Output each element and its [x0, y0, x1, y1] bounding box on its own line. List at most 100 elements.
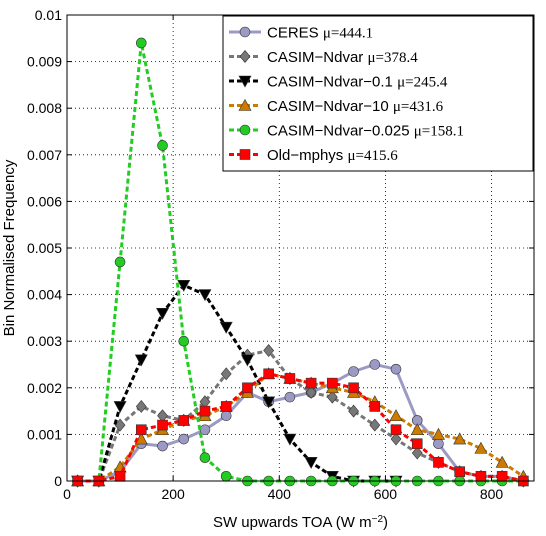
- data-point: [431, 427, 445, 440]
- data-point: [284, 373, 296, 384]
- data-point: [157, 440, 168, 452]
- data-point: [411, 438, 423, 450]
- data-point: [262, 396, 276, 409]
- data-point: [114, 471, 126, 482]
- y-tick-label: 0.005: [27, 240, 62, 256]
- legend-label: CASIM−Ndvar−10 μ=431.6: [267, 98, 444, 115]
- data-point: [178, 335, 190, 347]
- data-point: [326, 390, 338, 404]
- data-point: [433, 457, 444, 468]
- legend-mu: μ=245.4: [397, 75, 448, 91]
- legend-mu: μ=415.6: [347, 148, 398, 164]
- data-point: [454, 466, 466, 477]
- y-tick-label: 0.007: [27, 147, 62, 163]
- legend-item: CERES μ=444.1: [229, 25, 373, 42]
- legend-item: CASIM−Ndvar−10 μ=431.6: [229, 98, 444, 115]
- legend-label: CASIM−Ndvar−0.1 μ=245.4: [267, 74, 448, 91]
- data-point: [220, 410, 232, 422]
- data-point: [369, 401, 381, 412]
- data-point: [135, 37, 147, 49]
- data-point: [433, 438, 444, 450]
- legend-item: CASIM−Ndvar−0.1 μ=245.4: [229, 74, 448, 91]
- series-5: [72, 368, 529, 487]
- data-point: [263, 344, 275, 357]
- y-tick-label: 0.001: [27, 426, 62, 442]
- legend-mu: μ=431.6: [393, 99, 444, 115]
- y-axis-label: Bin Normalised Frequency: [1, 159, 18, 336]
- data-point: [453, 432, 467, 445]
- x-tick-label: 400: [268, 486, 292, 502]
- data-point: [390, 363, 402, 375]
- data-point: [410, 423, 424, 436]
- data-point: [263, 368, 274, 380]
- data-point: [199, 452, 211, 464]
- data-point: [220, 401, 232, 412]
- data-point: [284, 391, 296, 403]
- data-point: [348, 366, 359, 377]
- data-point: [474, 441, 488, 454]
- legend-swatch-marker: [239, 124, 251, 136]
- data-point: [157, 140, 168, 151]
- y-tick-label: 0.002: [27, 380, 62, 396]
- legend: CERES μ=444.1 CASIM−Ndvar μ=378.4 CASIM−Nd…: [222, 15, 534, 172]
- data-point: [369, 359, 381, 370]
- data-point: [305, 385, 317, 399]
- series-1: [72, 344, 529, 488]
- data-point: [220, 367, 232, 381]
- data-point: [240, 354, 254, 367]
- data-point: [178, 433, 190, 445]
- series-line: [77, 372, 524, 483]
- data-point: [495, 455, 509, 468]
- legend-swatch-marker: [239, 50, 251, 63]
- y-tick-label: 0.004: [27, 287, 62, 303]
- data-point: [113, 401, 127, 414]
- data-point: [369, 418, 381, 432]
- data-point: [496, 471, 508, 482]
- data-point: [304, 457, 318, 469]
- x-tick-label: 800: [480, 486, 504, 502]
- legend-item: CASIM−Ndvar−0.025 μ=158.1: [229, 123, 464, 140]
- data-point: [390, 424, 402, 436]
- legend-swatch-marker: [239, 26, 251, 38]
- legend-mu: μ=444.1: [323, 26, 373, 42]
- legend-label: CASIM−Ndvar−0.025 μ=158.1: [267, 123, 464, 140]
- y-tick-label: 0.01: [35, 7, 62, 23]
- y-tick-label: 0.008: [27, 100, 62, 116]
- data-point: [389, 409, 403, 422]
- data-point: [411, 446, 423, 460]
- series-line: [77, 283, 397, 483]
- y-tick-label: 0: [54, 473, 62, 489]
- data-point: [283, 433, 297, 446]
- series-line: [77, 349, 524, 483]
- data-point: [178, 415, 190, 426]
- legend-item: CASIM−Ndvar μ=378.4: [229, 49, 418, 66]
- data-point: [135, 399, 147, 413]
- data-point: [348, 382, 359, 394]
- data-point: [327, 377, 338, 389]
- y-tick-label: 0.009: [27, 54, 62, 70]
- legend-box: [222, 15, 534, 172]
- grid-layer: [67, 15, 534, 481]
- data-point: [390, 432, 402, 446]
- data-point: [305, 377, 317, 389]
- data-point: [219, 321, 233, 334]
- x-tick-label: 0: [63, 486, 71, 502]
- y-tick-label: 0.003: [27, 333, 62, 349]
- data-point: [156, 307, 170, 320]
- data-point: [199, 405, 211, 417]
- legend-mu: μ=158.1: [414, 124, 464, 140]
- series-line: [77, 363, 524, 483]
- legend-swatch-marker: [238, 75, 252, 88]
- data-point: [134, 354, 148, 367]
- data-point: [135, 424, 147, 436]
- y-tick-label: 0.006: [27, 193, 62, 209]
- data-point: [177, 279, 191, 292]
- legend-label: CASIM−Ndvar μ=378.4: [267, 49, 418, 66]
- legend-label: Old−mphys μ=415.6: [267, 147, 398, 164]
- series-layer: [71, 37, 530, 488]
- data-point: [242, 382, 253, 394]
- tick-layer: 0 200 400 600 800 0 0.001 0.002 0.003 0.004 0.005 0…: [27, 7, 534, 502]
- data-point: [157, 419, 168, 431]
- x-tick-label: 600: [374, 486, 398, 502]
- x-tick-label: 200: [161, 486, 185, 502]
